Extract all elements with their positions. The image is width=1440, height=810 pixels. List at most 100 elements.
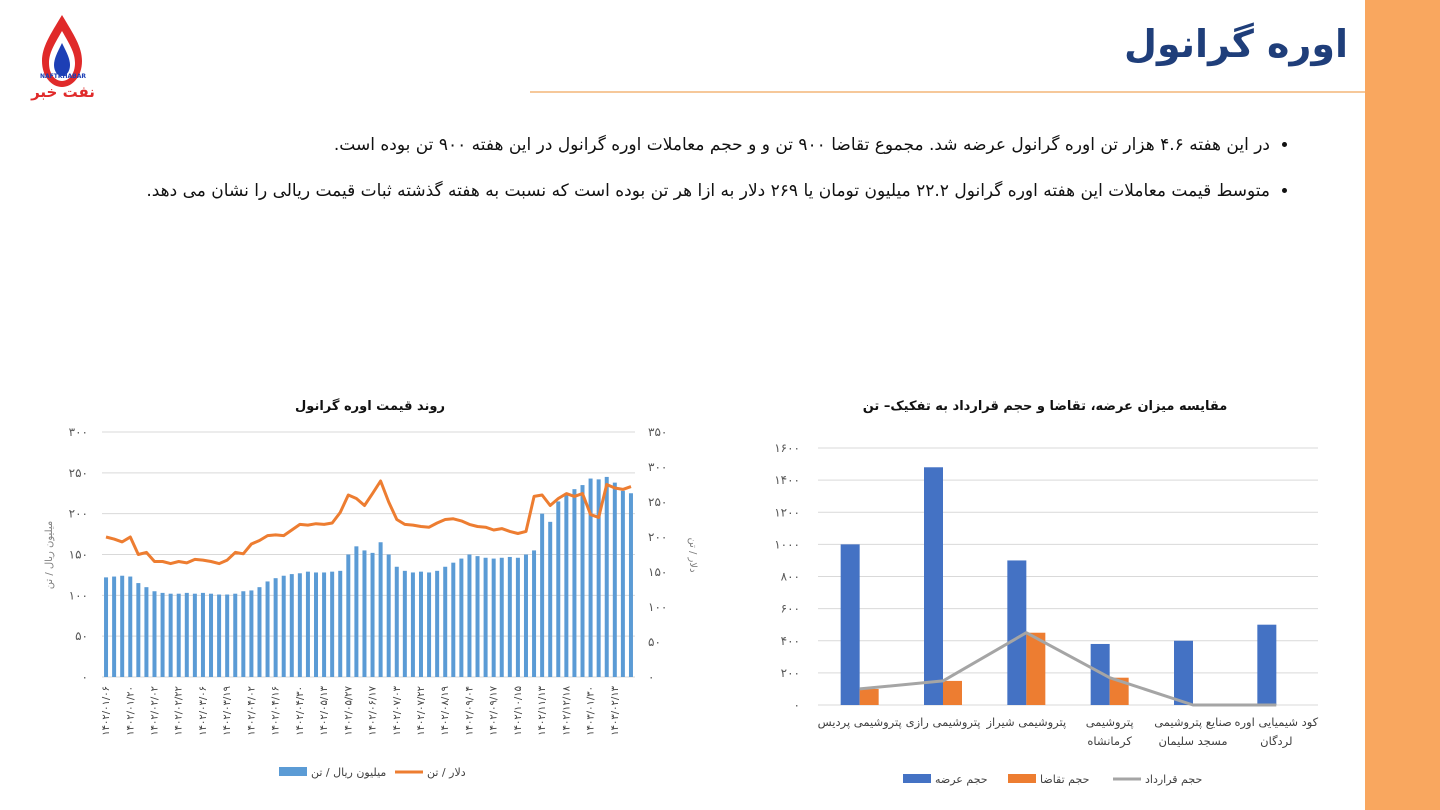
x-tick-label: ۱۴۰۲/۰۱/۲۰	[125, 686, 136, 736]
bullet: متوسط قیمت معاملات این هفته اوره گرانول …	[100, 168, 1270, 214]
bar	[532, 550, 537, 677]
bar	[1174, 640, 1193, 705]
x-tick-label: کود شیمیایی اوره لردگان	[1234, 715, 1319, 748]
bar	[548, 521, 553, 677]
bar	[265, 581, 270, 677]
bar	[378, 542, 383, 677]
bar	[128, 576, 133, 677]
x-tick-label: پتروشیمی شیراز	[986, 715, 1067, 729]
bar	[249, 590, 254, 677]
bar	[628, 493, 633, 677]
x-tick-label: پتروشیمی رازی	[905, 715, 981, 729]
bar	[943, 680, 962, 705]
bar	[443, 566, 448, 677]
logo-text: نفت خبر	[30, 83, 95, 101]
bar	[257, 587, 262, 677]
x-tick-label: ۱۴۰۳/۰۲/۱۳	[610, 685, 621, 735]
bar	[427, 572, 432, 677]
line	[859, 631, 1277, 707]
y-tick-label: ۱۴۰۰	[774, 473, 800, 487]
bar	[354, 546, 359, 677]
line	[105, 479, 632, 566]
x-tick-label: ۱۴۰۲/۰۳/۱۹	[222, 686, 233, 736]
y2-tick-label: ۵۰	[648, 635, 661, 649]
header-rule	[530, 91, 1365, 93]
bar	[281, 575, 286, 677]
bar	[120, 575, 125, 677]
x-tick-label: ۱۴۰۲/۰۹/۰۴	[464, 686, 475, 736]
x-tick-label: ۱۴۰۲/۰۲/۰۲	[149, 686, 160, 736]
bar	[192, 593, 197, 677]
bar	[459, 558, 464, 677]
x-tick-label: ۱۴۰۲/۰۴/۳۰	[295, 686, 306, 736]
y-tick-label: ۳۰۰	[69, 425, 88, 439]
y-tick-label: ۲۰۰	[781, 666, 800, 680]
x-tick-label: ۱۴۰۲/۰۴/۰۲	[246, 686, 257, 736]
bar	[1257, 624, 1277, 705]
bar	[370, 552, 375, 677]
y2-tick-label: ۳۵۰	[648, 425, 667, 439]
x-tick-label: ۱۴۰۲/۰۳/۰۶	[198, 686, 209, 736]
bar	[1007, 560, 1027, 705]
bar	[305, 571, 310, 677]
bar	[112, 576, 117, 677]
bar	[338, 570, 343, 677]
bar	[491, 558, 496, 677]
legend-label: حجم تقاضا	[1040, 773, 1089, 786]
bar	[604, 476, 609, 677]
bar	[233, 593, 238, 677]
side-stripe	[1365, 0, 1440, 810]
bar	[168, 593, 173, 677]
y-tick-label: ۸۰۰	[781, 570, 800, 584]
bar	[499, 557, 504, 677]
x-tick-label: پتروشیمی کرمانشاه	[1085, 715, 1134, 748]
x-tick-label: ۱۴۰۲/۰۷/۰۳	[392, 685, 403, 735]
bar	[620, 490, 625, 677]
bar	[289, 574, 294, 677]
legend-label: حجم عرضه	[935, 773, 988, 786]
bar	[209, 593, 214, 677]
bar	[144, 587, 149, 677]
bar	[588, 478, 593, 677]
legend-label: دلار / تن	[427, 766, 466, 779]
bar	[451, 562, 456, 677]
bar	[152, 591, 157, 677]
bar	[572, 489, 577, 677]
bar	[160, 592, 165, 677]
y-tick-label: ۴۰۰	[781, 634, 800, 648]
bar	[564, 493, 569, 677]
x-tick-label: پتروشیمی پردیس	[817, 715, 902, 729]
bar	[924, 467, 943, 705]
bar	[475, 556, 480, 677]
bar	[467, 554, 472, 677]
bar	[410, 572, 415, 677]
chart-title: مقایسه میزان عرضه، تقاضا و حجم قرارداد ب…	[863, 399, 1228, 414]
bar	[330, 571, 335, 677]
logo-drop	[54, 43, 70, 76]
bar	[386, 554, 391, 677]
legend-swatch	[279, 767, 307, 776]
y-tick-label: ۰	[794, 698, 800, 712]
legend-label: حجم قرارداد	[1145, 773, 1202, 786]
bar	[859, 688, 879, 705]
x-tick-label: ۱۴۰۲/۰۶/۱۷	[368, 685, 379, 735]
bar	[1026, 632, 1046, 705]
y-tick-label: ۶۰۰	[781, 602, 800, 616]
x-tick-label: ۱۴۰۲/۱۰/۱۵	[513, 686, 524, 736]
logo: NAFTKHABAR نفت خبر	[30, 15, 95, 101]
bar	[273, 578, 278, 677]
x-tick-label: ۱۴۰۳/۰۱/۳۰	[586, 686, 597, 736]
chart-title: روند قیمت اوره گرانول	[295, 398, 445, 414]
y2-tick-label: ۲۰۰	[648, 530, 667, 544]
bar	[200, 592, 205, 677]
y-tick-label: ۲۰۰	[69, 507, 88, 521]
bar	[435, 570, 440, 677]
x-tick-label: ۱۴۰۲/۰۲/۲۲	[174, 686, 185, 736]
bar	[483, 557, 488, 677]
bar	[225, 594, 230, 677]
legend-label: میلیون ریال / تن	[311, 766, 386, 779]
bar	[136, 583, 141, 677]
bullet-list: در این هفته ۴.۶ هزار تن اوره گرانول عرضه…	[100, 122, 1292, 214]
x-tick-label: ۱۴۰۲/۱۲/۱۸	[561, 685, 572, 735]
